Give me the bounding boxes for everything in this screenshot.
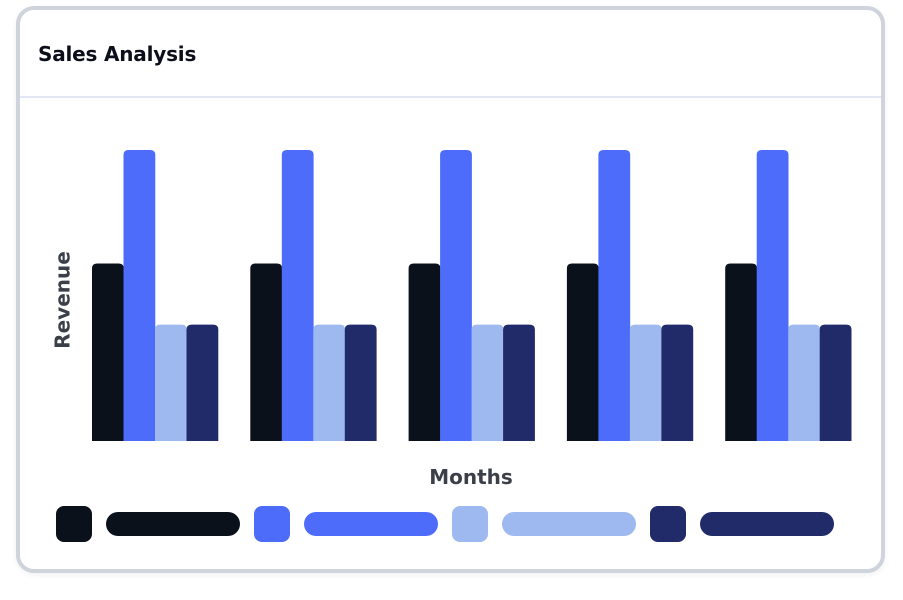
bar-group-3-series-1	[408, 263, 441, 441]
legend-label-placeholder-1	[106, 512, 240, 536]
bar-group-2-series-2	[281, 150, 314, 441]
legend-label-placeholder-2	[304, 512, 438, 536]
bar-group-2-series-3	[313, 324, 346, 441]
legend-swatch-1	[56, 506, 92, 542]
bar-group-2-series-1	[250, 263, 283, 441]
bar-group-1-series-4	[186, 324, 219, 441]
bar-group-5-series-2	[756, 150, 789, 441]
bar-group-5-series-1	[725, 263, 757, 441]
card-title: Sales Analysis	[38, 42, 197, 66]
bar-group-1-series-3	[155, 324, 187, 441]
bar-group-4-series-1	[566, 263, 599, 441]
legend	[56, 506, 834, 542]
bar-group-4-series-4	[661, 324, 694, 441]
bar-group-3-series-2	[440, 150, 472, 441]
y-axis-label: Revenue	[51, 251, 75, 349]
bar-group-3-series-3	[471, 324, 504, 441]
bar-group-1-series-1	[92, 263, 124, 441]
x-axis-label: Months	[429, 465, 513, 489]
bar-group-3-series-4	[503, 324, 535, 441]
legend-swatch-3	[452, 506, 488, 542]
legend-label-placeholder-4	[700, 512, 834, 536]
bar-group-1-series-2	[123, 150, 156, 441]
card-header: Sales Analysis	[20, 10, 881, 98]
bar-group-4-series-2	[598, 150, 631, 441]
legend-swatch-4	[650, 506, 686, 542]
bars-group	[92, 150, 852, 441]
bar-group-5-series-3	[788, 324, 820, 441]
legend-label-placeholder-3	[502, 512, 636, 536]
legend-swatch-2	[254, 506, 290, 542]
bar-group-5-series-4	[819, 324, 852, 441]
bar-group-2-series-4	[344, 324, 377, 441]
bar-group-4-series-3	[629, 324, 662, 441]
